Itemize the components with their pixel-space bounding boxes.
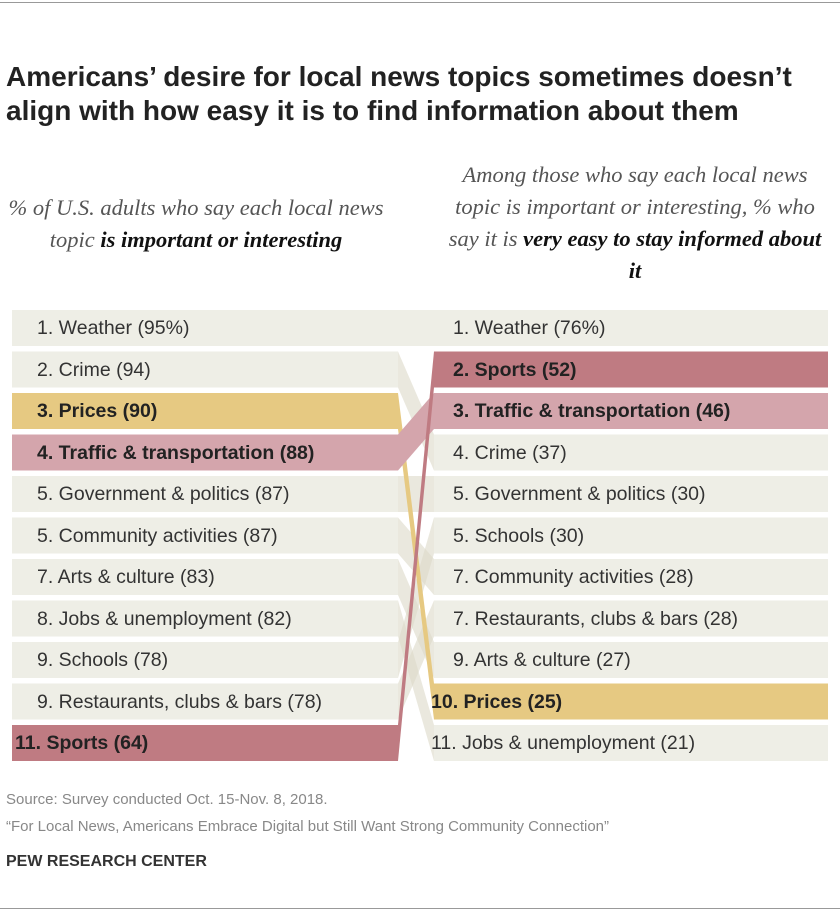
left-subtitle-bold: is important or interesting (100, 227, 343, 252)
left-label-jobs-unemployment: 8. Jobs & unemployment (82) (37, 607, 292, 630)
right-label-weather: 1. Weather (76%) (453, 317, 606, 339)
right-bar-government-politics (434, 476, 828, 512)
left-bar-weather (12, 310, 828, 346)
right-label-schools: 5. Schools (30) (453, 524, 585, 547)
left-bar-arts-culture (12, 559, 398, 595)
right-label-jobs-unemployment: 11. Jobs & unemployment (21) (431, 732, 696, 754)
right-label-restaurants-clubs-bars: 7. Restaurants, clubs & bars (28) (453, 607, 739, 630)
connector-traffic-transportation (398, 393, 434, 471)
connector-crime (398, 351, 434, 471)
top-rule (0, 2, 840, 3)
left-label-schools: 9. Schools (78) (37, 649, 169, 671)
left-bar-restaurants-clubs-bars (12, 683, 398, 720)
left-label-weather: 1. Weather (95%) (37, 317, 190, 339)
right-bar-prices (434, 683, 828, 720)
bars (12, 310, 828, 761)
right-label-traffic-transportation: 3. Traffic & transportation (46) (453, 400, 731, 422)
right-label-community-activities: 7. Community activities (28) (453, 566, 694, 588)
left-subtitle: % of U.S. adults who say each local news… (0, 192, 392, 256)
left-label-traffic-transportation: 4. Traffic & transportation (88) (37, 441, 315, 464)
connector-sports (398, 351, 434, 761)
right-subtitle: Among those who say each local news topi… (440, 159, 830, 287)
right-bar-community-activities (434, 559, 828, 595)
right-bar-schools (434, 517, 828, 554)
left-label-community-activities: 5. Community activities (87) (37, 524, 278, 547)
left-label-prices: 3. Prices (90) (37, 400, 158, 422)
right-label-government-politics: 5. Government & politics (30) (453, 483, 706, 505)
left-bar-government-politics (12, 476, 398, 512)
left-bar-jobs-unemployment (12, 600, 398, 637)
source-note: Source: Survey conducted Oct. 15-Nov. 8,… (6, 791, 328, 808)
left-label-crime: 2. Crime (94) (37, 358, 151, 381)
bottom-rule (0, 908, 840, 909)
left-subtitle-text: % of U.S. adults who say each local news… (8, 195, 384, 252)
left-label-government-politics: 5. Government & politics (87) (37, 483, 290, 505)
left-label-arts-culture: 7. Arts & culture (83) (37, 566, 215, 588)
right-label-sports: 2. Sports (52) (453, 358, 577, 381)
right-bar-jobs-unemployment (434, 725, 828, 761)
connector-government-politics (398, 476, 434, 512)
right-bar-arts-culture (434, 642, 828, 678)
right-bar-sports (434, 351, 828, 388)
right-bar-traffic-transportation (434, 393, 828, 429)
right-label-prices: 10. Prices (25) (431, 690, 563, 713)
connectors-highlight (398, 351, 434, 761)
left-bar-community-activities (12, 517, 398, 554)
left-bar-prices (12, 393, 398, 429)
left-bar-traffic-transportation (12, 434, 398, 471)
right-subtitle-bold: very easy to stay informed about it (523, 226, 822, 283)
right-label-crime: 4. Crime (37) (453, 441, 567, 464)
right-bar-crime (434, 434, 828, 471)
left-bar-schools (12, 642, 398, 678)
left-label-restaurants-clubs-bars: 9. Restaurants, clubs & bars (78) (37, 690, 323, 713)
right-subtitle-text: Among those who say each local news topi… (448, 162, 815, 251)
right-bar-restaurants-clubs-bars (434, 600, 828, 637)
left-label-sports: 11. Sports (64) (15, 732, 149, 754)
chart-title: Americans’ desire for local news topics … (6, 61, 792, 126)
right-label-arts-culture: 9. Arts & culture (27) (453, 649, 631, 671)
left-bar-crime (12, 351, 398, 388)
left-bar-sports (12, 725, 398, 761)
org-name: PEW RESEARCH CENTER (6, 853, 207, 870)
report-title: “For Local News, Americans Embrace Digit… (6, 818, 610, 835)
